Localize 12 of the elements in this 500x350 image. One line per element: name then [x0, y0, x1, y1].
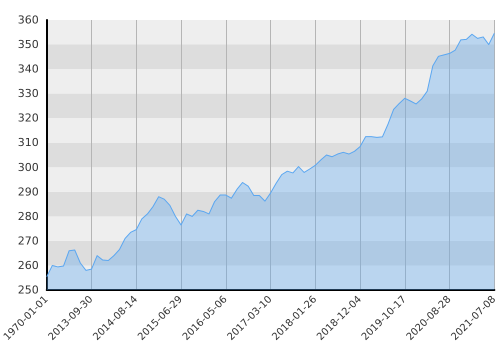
y-tick-label: 330: [18, 87, 39, 100]
y-tick-label: 290: [18, 185, 39, 198]
y-tick-label: 280: [18, 210, 39, 223]
y-tick-label: 250: [18, 284, 39, 296]
y-tick-label: 300: [18, 160, 39, 174]
y-tick-label: 340: [18, 62, 39, 76]
y-tick-label: 360: [18, 14, 39, 26]
y-tick-label: 260: [18, 258, 39, 272]
y-tick-label: 350: [18, 38, 39, 52]
y-tick-label: 310: [18, 136, 39, 150]
y-tick-label: 320: [18, 112, 39, 125]
y-tick-label: 270: [18, 234, 39, 248]
